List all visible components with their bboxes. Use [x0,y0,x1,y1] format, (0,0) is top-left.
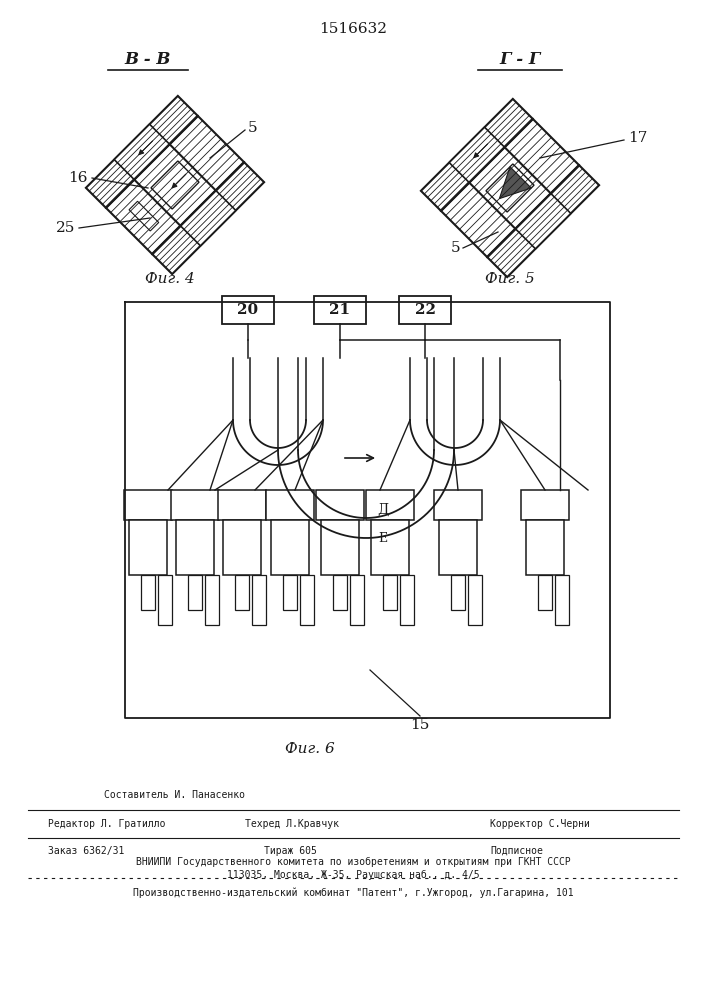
Text: Техред Л.Кравчук: Техред Л.Кравчук [245,819,339,829]
Polygon shape [441,119,579,257]
Bar [321,520,359,575]
Polygon shape [129,201,159,231]
Bar [124,490,172,520]
Bar [176,520,214,575]
Text: Редактор Л. Гратилло: Редактор Л. Гратилло [48,819,165,829]
Polygon shape [487,165,599,277]
Bar [222,296,274,324]
Text: 15: 15 [410,718,430,732]
Text: Д: Д [378,503,389,517]
Bar [434,490,482,520]
Bar [439,520,477,575]
Polygon shape [469,147,551,229]
Polygon shape [106,116,244,254]
Bar [468,575,482,625]
Text: 25: 25 [56,221,75,235]
Bar [188,575,202,610]
Bar [316,490,364,520]
Polygon shape [86,96,198,208]
Text: 17: 17 [628,131,648,145]
Text: Подписное: Подписное [490,846,543,856]
Bar [266,490,314,520]
Text: 1516632: 1516632 [319,22,387,36]
Bar [350,575,364,625]
Text: 5: 5 [450,241,460,255]
Text: Производственно-издательский комбинат "Патент", г.Ужгород, ул.Гагарина, 101: Производственно-издательский комбинат "П… [133,888,573,898]
Polygon shape [486,164,534,212]
Text: 22: 22 [414,303,436,317]
Bar [252,575,266,625]
Text: В - В: В - В [125,51,171,68]
Bar [399,296,451,324]
Polygon shape [499,167,531,199]
Bar [235,575,249,610]
Bar [141,575,155,610]
Text: Тираж 605: Тираж 605 [264,846,317,856]
Bar [300,575,314,625]
Text: Фиг. 6: Фиг. 6 [285,742,335,756]
Bar [526,520,564,575]
Bar [366,490,414,520]
Text: 20: 20 [238,303,259,317]
Text: 21: 21 [329,303,351,317]
Polygon shape [134,144,216,226]
Bar [333,575,347,610]
Polygon shape [515,194,571,249]
Text: Составитель И. Панасенко: Составитель И. Панасенко [105,790,245,800]
Text: ВНИИПИ Государственного комитета по изобретениям и открытиям при ГКНТ СССР: ВНИИПИ Государственного комитета по изоб… [136,857,571,867]
Text: Корректор С.Черни: Корректор С.Черни [490,819,590,829]
Bar [451,575,465,610]
Bar [538,575,552,610]
Bar [371,520,409,575]
Text: Е: Е [378,532,387,544]
Text: Заказ 6362/31: Заказ 6362/31 [48,846,124,856]
Text: 5: 5 [248,121,257,135]
Bar [521,490,569,520]
Bar [400,575,414,625]
Polygon shape [181,191,236,246]
Bar [271,520,309,575]
Polygon shape [115,124,170,179]
Polygon shape [421,99,532,211]
Bar [171,490,219,520]
Polygon shape [151,161,199,209]
Bar [383,575,397,610]
Bar [555,575,569,625]
Polygon shape [153,162,264,274]
Bar [223,520,261,575]
Bar [158,575,172,625]
Bar [129,520,167,575]
Text: 113035, Москва, Ж-35, Раушская наб., д. 4/5: 113035, Москва, Ж-35, Раушская наб., д. … [227,870,479,880]
Bar [205,575,219,625]
Polygon shape [449,127,504,182]
Text: Фиг. 4: Фиг. 4 [145,272,195,286]
Text: 16: 16 [69,171,88,185]
Bar [283,575,297,610]
Text: Фиг. 5: Фиг. 5 [485,272,535,286]
Bar [218,490,266,520]
Text: Г - Г: Г - Г [499,51,541,68]
Bar [314,296,366,324]
